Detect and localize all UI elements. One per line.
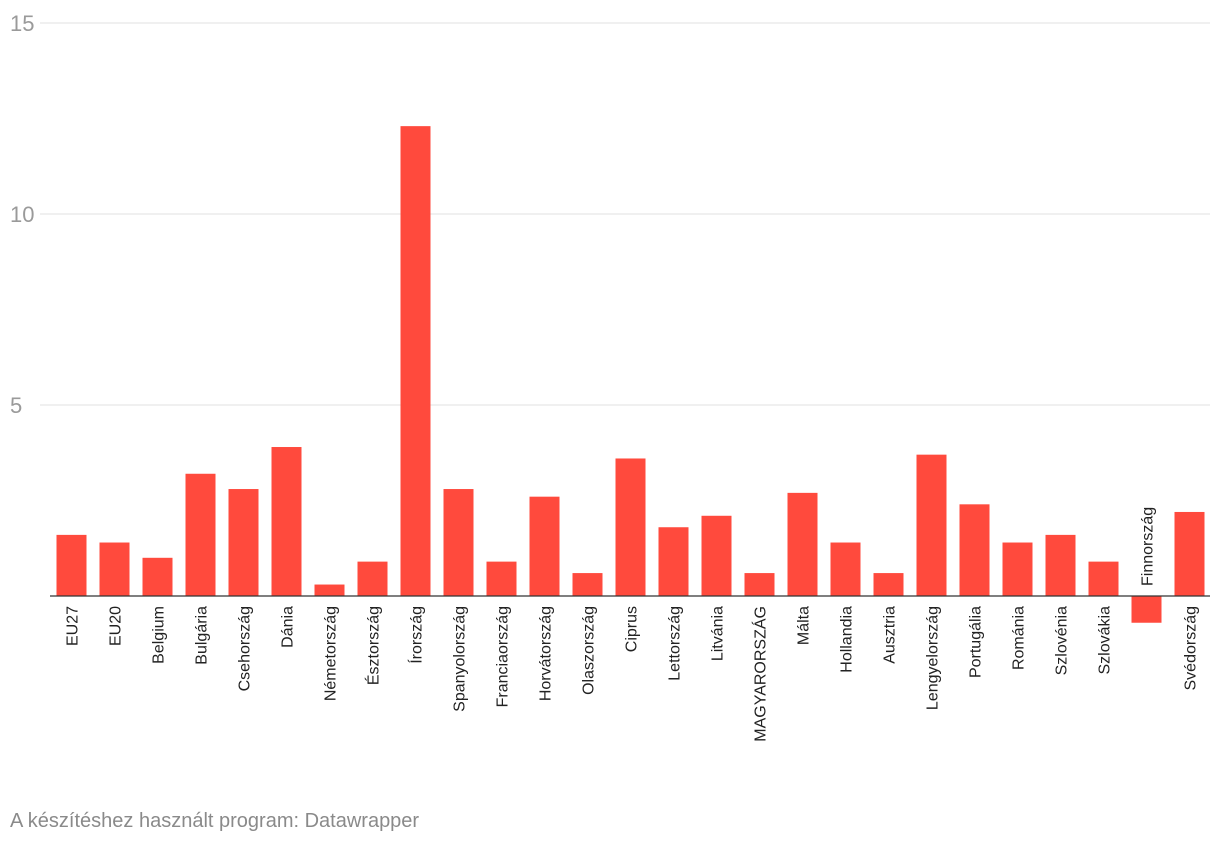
bar-belgium xyxy=(142,557,173,596)
x-tick-label: Málta xyxy=(796,606,813,645)
x-tick-label: EU20 xyxy=(108,606,125,646)
x-tick-label: Ciprus xyxy=(624,606,641,652)
y-tick-label: 10 xyxy=(10,202,34,227)
y-tick-label: 5 xyxy=(10,393,22,418)
x-axis-labels: EU27 EU20 Belgium Bulgária Csehország Dánia Né… xyxy=(65,507,1200,742)
y-tick-label: 15 xyxy=(10,11,34,36)
bar-eu27 xyxy=(56,534,87,596)
bar-málta xyxy=(787,492,818,596)
credit-footer: A készítéshez használt program: Datawrap… xyxy=(10,810,420,832)
bar-chart: 5 10 15 EU27 EU20 Belgium Bulgária Csehország D… xyxy=(10,11,1210,742)
x-tick-label: Franciaország xyxy=(495,606,512,707)
bar-finnország xyxy=(1131,596,1162,623)
x-tick-label: Spanyolország xyxy=(452,606,469,712)
x-tick-label: Horvátország xyxy=(538,606,555,701)
x-tick-label: Szlovákia xyxy=(1097,606,1114,675)
x-tick-label: Bulgária xyxy=(194,606,211,665)
bars xyxy=(56,126,1205,623)
x-tick-label: Finnország xyxy=(1140,507,1157,586)
bar-szlovénia xyxy=(1045,534,1076,596)
x-tick-label: Lengyelország xyxy=(925,606,942,710)
bar-ciprus xyxy=(615,458,646,596)
x-tick-label: Dánia xyxy=(280,606,297,648)
x-tick-label: Litvánia xyxy=(710,606,727,661)
x-tick-label: Svédország xyxy=(1183,606,1200,691)
x-tick-label: Észtország xyxy=(364,606,383,685)
bar-spanyolország xyxy=(443,489,474,596)
bar-dánia xyxy=(271,447,302,596)
bar-horvátország xyxy=(529,496,560,596)
x-tick-label: MAGYARORSZÁG xyxy=(751,606,770,742)
bar-magyarország xyxy=(744,573,775,596)
x-tick-label: Lettország xyxy=(667,606,684,681)
x-tick-label: EU27 xyxy=(65,606,82,646)
x-tick-label: Ausztria xyxy=(882,606,899,664)
grid-lines: 5 10 15 xyxy=(10,11,1210,418)
x-tick-label: Olaszország xyxy=(581,606,598,695)
bar-ausztria xyxy=(873,573,904,596)
bar-szlovákia xyxy=(1088,561,1119,596)
x-tick-label: Írország xyxy=(407,606,426,664)
bar-németország xyxy=(314,584,345,596)
bar-svédország xyxy=(1174,511,1205,596)
bar-lengyelország xyxy=(916,454,947,596)
bar-eu20 xyxy=(99,542,130,596)
bar-románia xyxy=(1002,542,1033,596)
x-tick-label: Románia xyxy=(1011,606,1028,670)
bar-írország xyxy=(400,126,431,596)
x-tick-label: Portugália xyxy=(968,606,985,678)
x-tick-label: Csehország xyxy=(237,606,254,691)
bar-bulgária xyxy=(185,473,216,596)
bar-portugália xyxy=(959,504,990,596)
bar-csehország xyxy=(228,489,259,596)
x-tick-label: Belgium xyxy=(151,606,168,664)
bar-észtország xyxy=(357,561,388,596)
bar-litvánia xyxy=(701,515,732,596)
x-tick-label: Németország xyxy=(323,606,340,701)
bar-franciaország xyxy=(486,561,517,596)
bar-olaszország xyxy=(572,573,603,596)
bar-hollandia xyxy=(830,542,861,596)
x-tick-label: Szlovénia xyxy=(1054,606,1071,675)
bar-lettország xyxy=(658,527,689,596)
x-tick-label: Hollandia xyxy=(839,606,856,673)
